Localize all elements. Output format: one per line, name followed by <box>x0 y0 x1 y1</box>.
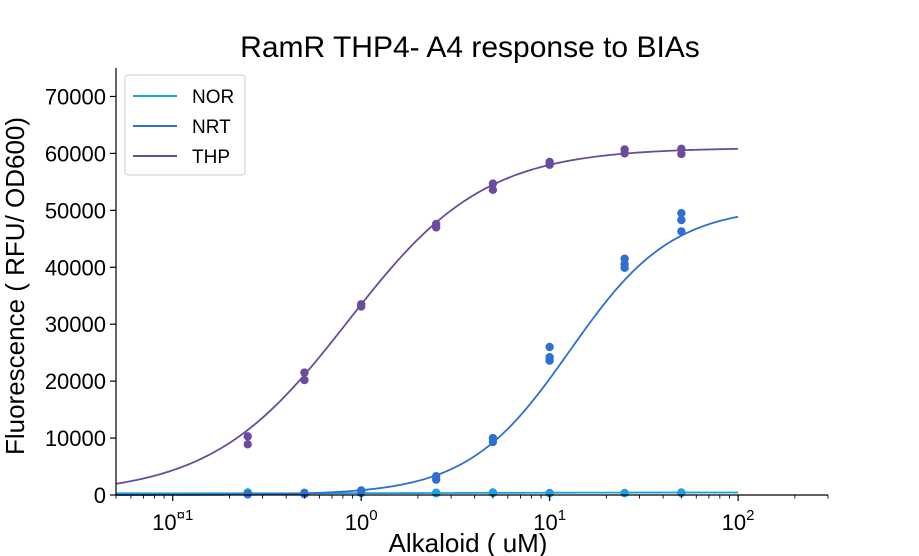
fit-curve-thp <box>115 147 739 485</box>
legend-label-nor: NOR <box>192 87 234 108</box>
legend-label-thp: THP <box>192 147 230 168</box>
legend: NOR NRT THP <box>124 74 246 176</box>
data-point-thp <box>356 302 366 311</box>
x-tick-label: 10¤1 <box>152 507 193 535</box>
data-point-nrt <box>488 437 498 447</box>
fit-curves <box>115 147 739 496</box>
x-axis-label: Alkaloid ( uM) <box>389 528 548 556</box>
x-tick-exponent: 0 <box>369 507 377 524</box>
x-tick-label: 102 <box>722 507 755 535</box>
y-tick-label: 40000 <box>45 255 106 280</box>
x-ticks: 10¤1 100 101 102 <box>115 495 829 535</box>
data-points <box>243 144 686 499</box>
fit-curve-nor <box>116 491 739 495</box>
x-tick-base: 10 <box>722 510 746 535</box>
data-point-nrt <box>620 263 629 273</box>
data-point-nrt <box>356 487 366 496</box>
data-point-thp <box>488 179 498 188</box>
legend-label-nrt: NRT <box>192 117 231 138</box>
x-tick-exponent: ¤1 <box>177 507 194 524</box>
data-point-thp <box>243 440 252 449</box>
data-point-nrt <box>431 475 441 484</box>
data-point-nrt <box>677 215 686 225</box>
y-tick-label: 20000 <box>45 369 106 394</box>
data-point-thp <box>545 160 554 169</box>
x-tick-base: 10 <box>533 510 557 535</box>
y-tick-label: 10000 <box>45 426 106 451</box>
data-point-nrt <box>677 208 686 218</box>
y-tick-label: 70000 <box>45 84 106 109</box>
x-tick-exponent: 2 <box>746 507 754 524</box>
y-tick-label: 30000 <box>45 312 106 337</box>
y-axis-label: Fluorescence ( RFU/ OD600) <box>0 117 30 455</box>
legend-box <box>124 74 246 176</box>
y-tick-label: 60000 <box>45 141 106 166</box>
data-point-nrt <box>545 342 554 352</box>
fit-curve-nrt <box>116 215 739 496</box>
data-point-thp <box>620 149 629 158</box>
y-ticks: 0 10000 20000 30000 40000 50000 60000 70000 <box>45 84 116 508</box>
data-point-thp <box>431 223 441 232</box>
x-tick-exponent: 1 <box>558 507 566 524</box>
data-point-thp <box>300 368 309 377</box>
y-tick-label: 0 <box>94 483 106 508</box>
x-tick-base: 10 <box>345 510 369 535</box>
data-point-nor <box>620 489 629 498</box>
data-point-nrt <box>545 356 554 365</box>
y-tick-label: 50000 <box>45 198 106 223</box>
data-point-thp <box>677 149 686 159</box>
data-point-thp <box>243 432 252 441</box>
data-point-nor <box>431 489 441 498</box>
data-point-thp <box>488 185 498 195</box>
x-tick-label: 100 <box>345 507 378 535</box>
x-tick-base: 10 <box>152 510 176 535</box>
chart-title: RamR THP4- A4 response to BIAs <box>240 31 700 64</box>
data-point-nrt <box>677 227 686 236</box>
data-point-thp <box>300 375 309 385</box>
x-tick-label: 101 <box>533 507 566 535</box>
data-point-nrt <box>300 489 309 499</box>
